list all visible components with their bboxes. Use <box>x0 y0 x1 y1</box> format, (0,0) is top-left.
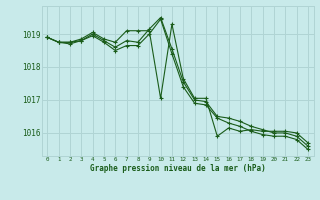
X-axis label: Graphe pression niveau de la mer (hPa): Graphe pression niveau de la mer (hPa) <box>90 164 266 173</box>
